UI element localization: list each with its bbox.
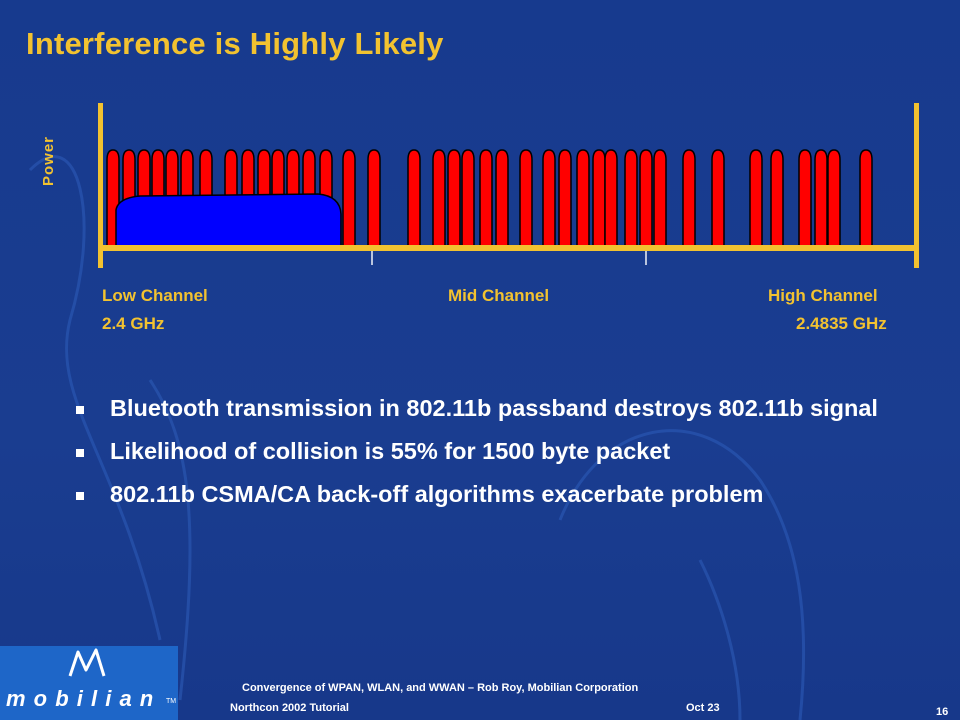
channel-pulse [682, 149, 696, 249]
footer-event: Northcon 2002 Tutorial [230, 702, 349, 714]
channel-pulse [542, 149, 556, 249]
channel-pulse [592, 149, 606, 249]
channel-pulse [407, 149, 421, 249]
channel-pulse [827, 149, 841, 249]
low-channel-label: Low Channel [102, 286, 208, 305]
channel-pulse [367, 149, 381, 249]
channel-pulse [653, 149, 667, 249]
channel-pulse [479, 149, 493, 249]
frequency-baseline [98, 245, 918, 251]
bullet-marker [76, 406, 84, 414]
high-edge-marker [914, 103, 919, 268]
power-axis-label: Power [40, 135, 57, 186]
channel-pulse [639, 149, 653, 249]
channel-pulse [604, 149, 618, 249]
channel-pulse [624, 149, 638, 249]
channel-pulse [770, 149, 784, 249]
footer-citation: Convergence of WPAN, WLAN, and WWAN – Ro… [242, 682, 639, 694]
channel-pulse [519, 149, 533, 249]
spectrum-figure [98, 103, 919, 268]
channel-pulse [859, 149, 873, 249]
tick-mark [645, 251, 647, 265]
bullet-marker [76, 449, 84, 457]
bullet-item: 802.11b CSMA/CA back-off algorithms exac… [76, 478, 916, 511]
channel-pulse [558, 149, 572, 249]
mid-channel-label: Mid Channel [448, 286, 550, 305]
channel-pulse [749, 149, 763, 249]
bullet-text: Bluetooth transmission in 802.11b passba… [110, 395, 878, 421]
logo-wordmark: m o b i l i a n [6, 686, 155, 711]
footer-date: Oct 23 [686, 702, 720, 714]
low-frequency-label: 2.4 GHz [102, 314, 165, 333]
slide-title: Interference is Highly Likely [26, 26, 444, 61]
logo-mark-icon [68, 648, 106, 677]
channel-pulse [461, 149, 475, 249]
high-frequency-label: 2.4835 GHz [796, 314, 887, 333]
bullet-text: Likelihood of collision is 55% for 1500 … [110, 438, 671, 464]
channel-pulse [495, 149, 509, 249]
company-logo: m o b i l i a n TM [0, 646, 178, 720]
channel-pulse [342, 149, 356, 249]
bullet-item: Likelihood of collision is 55% for 1500 … [76, 435, 916, 468]
passband-block [115, 193, 342, 251]
channel-pulse [814, 149, 828, 249]
channel-pulse [576, 149, 590, 249]
bullet-text: 802.11b CSMA/CA back-off algorithms exac… [110, 481, 764, 507]
trademark-mark: TM [166, 698, 177, 705]
channel-pulse [447, 149, 461, 249]
bullet-item: Bluetooth transmission in 802.11b passba… [76, 392, 916, 425]
page-number: 16 [936, 706, 949, 718]
low-edge-marker [98, 103, 103, 268]
channel-pulse [711, 149, 725, 249]
channel-pulse [432, 149, 446, 249]
bullet-list: Bluetooth transmission in 802.11b passba… [76, 392, 916, 521]
channel-pulse [798, 149, 812, 249]
tick-mark [371, 251, 373, 265]
bullet-marker [76, 492, 84, 500]
high-channel-label: High Channel [768, 286, 878, 305]
